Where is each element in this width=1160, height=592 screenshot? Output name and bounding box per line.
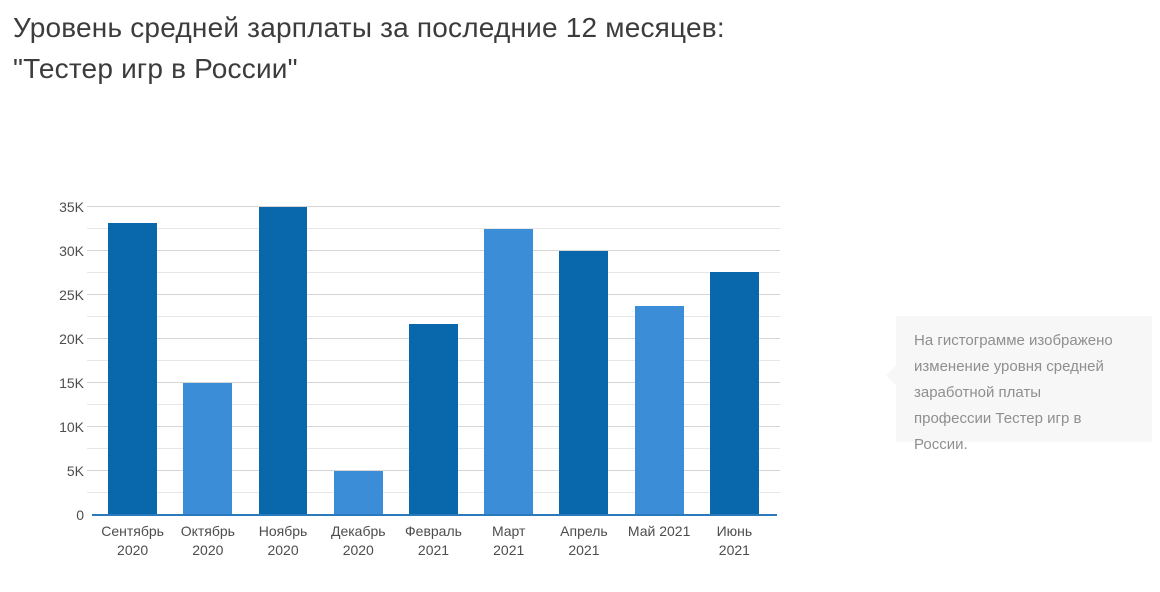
chart-description-text: На гистограмме изображено изменение уров… <box>914 332 1113 453</box>
bar-Декабрь 2020[interactable] <box>333 471 383 515</box>
gridline <box>87 316 780 317</box>
x-tick-label: Декабрь 2020 <box>330 523 386 558</box>
y-tick-label: 20K <box>59 331 84 347</box>
bar-slot <box>95 207 170 515</box>
y-tick-label: 30K <box>59 243 84 259</box>
chart-title-line2: "Тестер игр в России" <box>13 53 298 84</box>
y-tick-label: 10K <box>59 419 84 435</box>
x-tick-label: Март 2021 <box>491 523 526 558</box>
gridline <box>87 206 780 207</box>
y-tick-label: 15K <box>59 375 84 391</box>
x-tick-label: Сентябрь 2020 <box>101 523 164 558</box>
x-tick-label: Февраль 2021 <box>405 523 462 558</box>
bar-Май 2021[interactable] <box>634 306 684 515</box>
y-tick-label: 35K <box>59 199 84 215</box>
bar-Апрель 2021[interactable] <box>559 251 609 515</box>
y-tick-label: 0 <box>76 507 84 523</box>
gridline <box>87 250 780 251</box>
bar-slot <box>697 207 772 515</box>
bar-slot <box>321 207 396 515</box>
bar-Ноябрь 2020[interactable] <box>258 207 308 515</box>
bar-slot <box>546 207 621 515</box>
bar-Октябрь 2020[interactable] <box>183 383 233 515</box>
x-tick-label: Май 2021 <box>627 523 691 539</box>
y-tick-label: 25K <box>59 287 84 303</box>
bar-slot <box>396 207 471 515</box>
bar-slot <box>471 207 546 515</box>
x-tick-label: Июнь 2021 <box>716 523 753 558</box>
gridline <box>87 272 780 273</box>
bar-slot <box>170 207 245 515</box>
plot-area <box>87 206 780 516</box>
x-tick-label: Октябрь 2020 <box>180 523 235 558</box>
bars-row <box>95 207 772 515</box>
gridline <box>87 228 780 230</box>
chart-description-callout: На гистограмме изображено изменение уров… <box>885 316 1152 453</box>
x-tick-label: Апрель 2021 <box>560 523 608 558</box>
bar-slot <box>245 207 320 515</box>
x-axis-line <box>92 514 777 516</box>
callout-arrow-left <box>885 364 908 387</box>
x-axis-labels: Сентябрь 2020 Октябрь 2020 Ноябрь 2020 Декабрь… <box>95 522 772 560</box>
y-axis-labels: 0 5K 10K 15K 20K 25K 30K 35K <box>0 199 84 523</box>
bar-Сентябрь 2020[interactable] <box>108 222 158 515</box>
chart-title-line1: Уровень средней зарплаты за последние 12… <box>13 12 725 43</box>
bar-Июнь 2021[interactable] <box>709 272 759 515</box>
gridline <box>87 294 780 295</box>
y-tick-label: 5K <box>66 463 84 479</box>
bar-Март 2021[interactable] <box>484 229 534 515</box>
bar-Февраль 2021[interactable] <box>409 324 458 515</box>
chart-title: Уровень средней зарплаты за последние 12… <box>13 7 725 89</box>
x-tick-label: Ноябрь 2020 <box>258 523 308 558</box>
bar-slot <box>622 207 697 515</box>
